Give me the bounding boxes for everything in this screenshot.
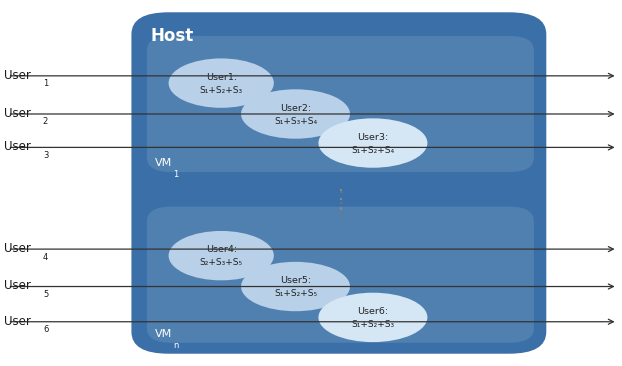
Text: S₂+S₃+S₅: S₂+S₃+S₅ — [200, 258, 243, 268]
Text: User: User — [4, 242, 31, 255]
Text: S₁+S₂+S₃: S₁+S₂+S₃ — [351, 320, 394, 329]
Text: .: . — [338, 203, 343, 218]
Text: 3: 3 — [43, 151, 49, 160]
FancyBboxPatch shape — [147, 36, 534, 172]
Text: Host: Host — [150, 27, 193, 45]
Text: .: . — [338, 181, 343, 196]
Text: S₁+S₂+S₃: S₁+S₂+S₃ — [200, 86, 243, 95]
Ellipse shape — [169, 59, 274, 108]
Text: S₁+S₂+S₄: S₁+S₂+S₄ — [351, 146, 394, 155]
Text: S₁+S₃+S₄: S₁+S₃+S₄ — [274, 117, 317, 126]
Ellipse shape — [169, 231, 274, 280]
Ellipse shape — [241, 89, 350, 139]
Text: User2:: User2: — [280, 104, 311, 113]
Text: S₁+S₂+S₅: S₁+S₂+S₅ — [274, 289, 317, 298]
Text: 6: 6 — [43, 325, 49, 334]
Ellipse shape — [318, 293, 427, 342]
FancyBboxPatch shape — [131, 12, 546, 354]
Text: User6:: User6: — [358, 307, 389, 316]
Text: User: User — [4, 314, 31, 328]
Text: .: . — [338, 192, 343, 207]
Text: 5: 5 — [43, 290, 48, 299]
Text: User4:: User4: — [206, 245, 237, 254]
Text: User: User — [4, 140, 31, 153]
Text: User5:: User5: — [280, 276, 311, 285]
Text: 1: 1 — [43, 79, 48, 88]
Text: User: User — [4, 279, 31, 292]
Text: User: User — [4, 68, 31, 82]
Text: 2: 2 — [43, 117, 48, 127]
Text: User: User — [4, 107, 31, 120]
Text: VM: VM — [155, 329, 172, 339]
Ellipse shape — [241, 262, 350, 311]
Text: 4: 4 — [43, 253, 48, 262]
Text: n: n — [174, 341, 179, 350]
Text: User3:: User3: — [357, 133, 389, 142]
FancyBboxPatch shape — [147, 207, 534, 343]
Ellipse shape — [318, 118, 427, 168]
Text: User1:: User1: — [206, 73, 237, 82]
Text: 1: 1 — [174, 169, 179, 179]
Text: VM: VM — [155, 158, 172, 168]
